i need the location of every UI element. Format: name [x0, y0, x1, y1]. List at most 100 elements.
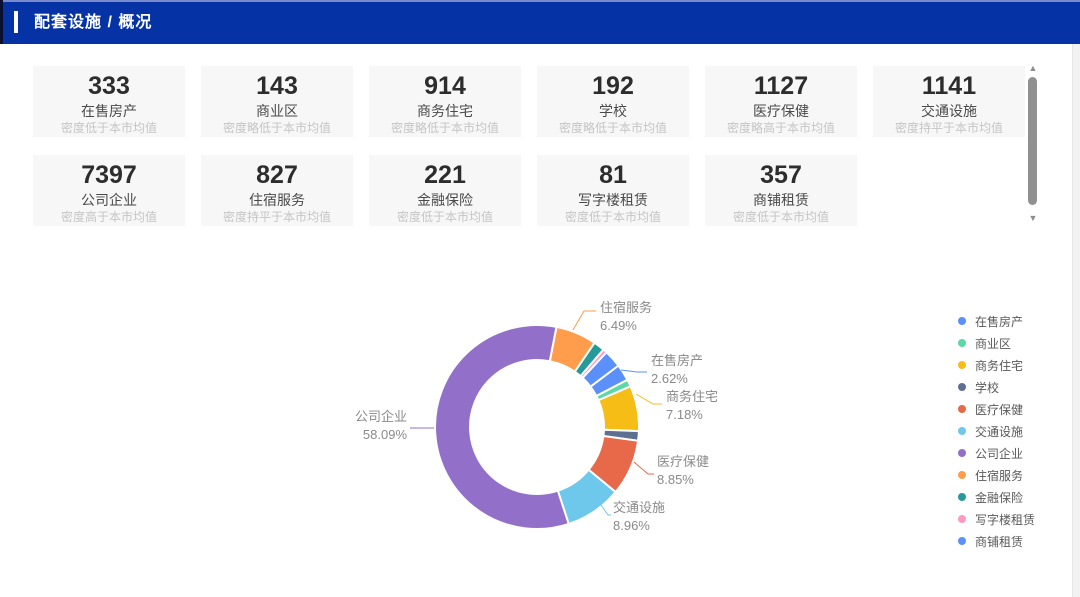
stat-label: 写字楼租赁 [578, 192, 648, 208]
stat-value: 357 [760, 161, 802, 189]
pie-label-percent: 6.49% [600, 318, 637, 333]
pie-label-percent: 2.62% [651, 371, 688, 386]
legend-label: 商务住宅 [975, 358, 1024, 373]
legend-dot-icon [958, 493, 966, 501]
legend-dot-icon [958, 361, 966, 369]
legend-item[interactable]: 商业区 [958, 332, 1035, 354]
stat-note: 密度持平于本市均值 [222, 210, 331, 224]
legend-label: 在售房产 [975, 314, 1024, 329]
legend-dot-icon [958, 339, 966, 347]
stat-card: 221 金融保险密度低于本市均值 [369, 155, 521, 226]
stat-label: 商业区 [256, 103, 298, 119]
stat-note: 密度低于本市均值 [60, 121, 157, 135]
pie-slice-10[interactable] [434, 324, 570, 530]
stat-value: 333 [88, 72, 130, 100]
legend-item[interactable]: 公司企业 [958, 442, 1035, 464]
pie-label-percent: 58.09% [362, 427, 407, 442]
legend-dot-icon [958, 405, 966, 413]
stat-value: 1127 [753, 72, 809, 100]
stat-label: 金融保险 [417, 192, 473, 208]
header-top-line [0, 0, 1080, 2]
stat-note: 密度低于本市均值 [396, 210, 493, 224]
pie-label-percent: 8.85% [657, 472, 694, 487]
pie-label: 交通设施 8.96% [613, 499, 665, 535]
stat-value: 143 [256, 72, 298, 100]
header-left-edge [0, 0, 3, 44]
stat-label: 在售房产 [81, 103, 137, 119]
stat-value: 1141 [921, 72, 977, 100]
legend-label: 住宿服务 [975, 468, 1024, 483]
legend-label: 商铺租赁 [975, 534, 1024, 549]
pie-label: 住宿服务 6.49% [600, 299, 652, 335]
stat-card: 914 商务住宅 密度略低于本市均值 [369, 66, 521, 137]
legend-item[interactable]: 医疗保健 [958, 398, 1035, 420]
stat-note: 密度低于本市均值 [732, 210, 829, 224]
pie-label-name: 交通设施 [613, 500, 666, 515]
scrollbar-thumb[interactable] [1028, 77, 1037, 205]
stat-label: 商务住宅 [417, 103, 473, 119]
pie-label: 在售房产 2.62% [651, 352, 703, 388]
stat-value: 192 [592, 72, 634, 100]
legend-dot-icon [958, 317, 966, 325]
pie-label-line [572, 310, 596, 331]
stat-value: 81 [599, 161, 627, 189]
scrollbar-up-icon[interactable]: ▲ [1028, 63, 1038, 73]
legend-dot-icon [958, 537, 966, 545]
legend-item[interactable]: 商务住宅 [958, 354, 1035, 376]
legend-label: 商业区 [975, 336, 1012, 351]
legend-item[interactable]: 金融保险 [958, 486, 1035, 508]
right-edge-strip [1072, 44, 1080, 597]
stat-note: 密度低于本市均值 [564, 210, 661, 224]
legend-item[interactable]: 写字楼租赁 [958, 508, 1035, 530]
stat-card: 1127 医疗保健密度略高于本市均值 [705, 66, 857, 137]
legend-label: 公司企业 [975, 446, 1024, 461]
stat-card: 333 在售房产密度低于本市均值 [33, 66, 185, 137]
scrollbar: ▲ ▼ [1026, 62, 1040, 226]
stat-card: 81 写字楼租赁密度低于本市均值 [537, 155, 689, 226]
pie-label-line [620, 369, 647, 373]
legend-label: 学校 [975, 380, 1000, 395]
pie-label-name: 住宿服务 [600, 300, 653, 315]
pie-label-name: 商务住宅 [666, 389, 719, 404]
pie-label-percent: 8.96% [613, 518, 650, 533]
pie-label-line [635, 393, 662, 405]
legend-label: 金融保险 [975, 490, 1024, 505]
stat-label: 医疗保健 [753, 103, 809, 119]
stat-note: 密度持平于本市均值 [894, 121, 1003, 135]
scrollbar-down-icon[interactable]: ▼ [1028, 213, 1038, 223]
stat-value: 221 [424, 161, 466, 189]
stat-note: 密度略低于本市均值 [558, 121, 667, 135]
stat-label: 交通设施 [921, 103, 977, 119]
stat-note: 密度高于本市均值 [60, 210, 157, 224]
legend-item[interactable]: 商铺租赁 [958, 530, 1035, 552]
section-header: 配套设施 / 概况 [0, 0, 1080, 44]
stat-label: 住宿服务 [249, 192, 305, 208]
legend-dot-icon [958, 515, 966, 523]
stats-grid: 333 在售房产密度低于本市均值 143 商业区密度略低于本市均值 914 商务住宅 密度略… [33, 66, 1025, 226]
legend-label: 医疗保健 [975, 402, 1024, 417]
stat-note: 密度略低于本市均值 [222, 121, 331, 135]
legend-item[interactable]: 住宿服务 [958, 464, 1035, 486]
legend-dot-icon [958, 471, 966, 479]
chart-legend: 在售房产商业区商务住宅学校医疗保健交通设施公司企业住宿服务金融保险写字楼租赁商铺… [958, 310, 1035, 552]
legend-item[interactable]: 交通设施 [958, 420, 1035, 442]
pie-label-line [633, 461, 654, 475]
legend-item[interactable]: 学校 [958, 376, 1035, 398]
stat-value: 7397 [81, 161, 137, 189]
stat-note: 密度略高于本市均值 [726, 121, 835, 135]
stat-card: 7397 公司企业 密度高于本市均值 [33, 155, 185, 226]
stat-card: 143 商业区密度略低于本市均值 [201, 66, 353, 137]
pie-label-name: 在售房产 [651, 353, 704, 368]
legend-dot-icon [958, 449, 966, 457]
stat-label: 商铺租赁 [753, 192, 809, 208]
stat-card: 192 学校 密度略低于本市均值 [537, 66, 689, 137]
stat-card: 357 商铺租赁密度低于本市均值 [705, 155, 857, 226]
stat-value: 827 [256, 161, 298, 189]
legend-label: 写字楼租赁 [975, 512, 1036, 527]
pie-label: 商务住宅 7.18% [666, 388, 718, 424]
page-title: 配套设施 / 概况 [34, 14, 153, 31]
legend-item[interactable]: 在售房产 [958, 310, 1035, 332]
stat-card: 1141 交通设施密度持平于本市均值 [873, 66, 1025, 137]
